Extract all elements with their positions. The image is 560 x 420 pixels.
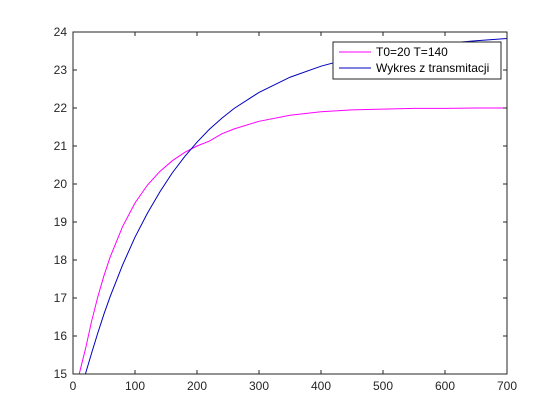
y-tick-label: 15 (54, 367, 68, 381)
y-tick-label: 16 (54, 329, 68, 343)
x-tick-label: 0 (70, 379, 77, 393)
x-tick-label: 100 (125, 379, 145, 393)
x-tick-label: 500 (373, 379, 393, 393)
legend-box (332, 41, 502, 80)
plot-area (73, 32, 507, 374)
y-tick-label: 19 (54, 215, 68, 229)
y-tick-label: 22 (54, 101, 68, 115)
y-tick-label: 20 (54, 177, 68, 191)
x-tick-label: 600 (435, 379, 455, 393)
legend: T0=20 T=140 Wykres z transmitacji (332, 41, 502, 80)
x-tick-label: 400 (311, 379, 331, 393)
axes-layer: 0 100 200 300 400 500 600 700 15 16 17 18 19 20 21 22 23… (54, 25, 518, 393)
y-tick-label: 24 (54, 25, 68, 39)
y-tick-label: 18 (54, 253, 68, 267)
y-tick-label: 17 (54, 291, 68, 305)
y-tick-label: 21 (54, 139, 68, 153)
legend-label-1: T0=20 T=140 (376, 45, 448, 59)
x-tick-label: 700 (497, 379, 517, 393)
axes-box (72, 31, 508, 375)
y-tick-label: 23 (54, 63, 68, 77)
x-tick-label: 300 (249, 379, 269, 393)
x-tick-label: 200 (187, 379, 207, 393)
legend-label-2: Wykres z transmitacji (376, 61, 489, 75)
